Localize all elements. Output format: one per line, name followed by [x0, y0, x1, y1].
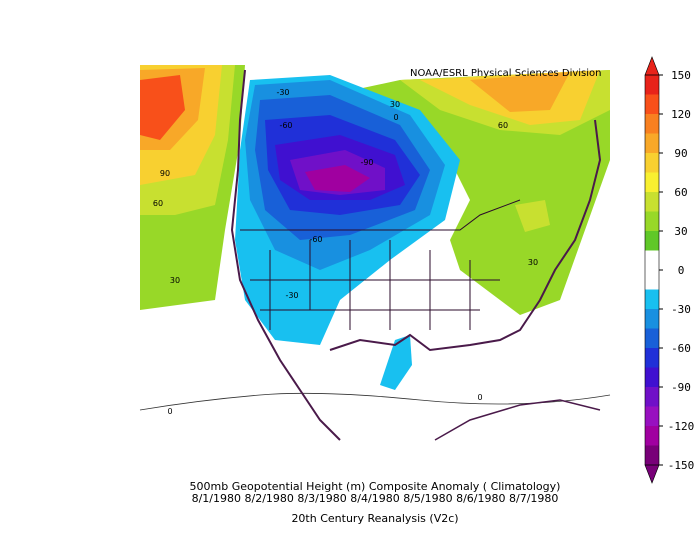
colorbar-tick-label: 90 — [674, 147, 687, 160]
colorbar-tick-label: -120 — [668, 420, 695, 433]
colorbar-segment — [645, 348, 659, 368]
contour-label: -60 — [309, 235, 322, 244]
contour-label: 30 — [390, 100, 400, 109]
colorbar-segment — [645, 153, 659, 173]
colorbar-segment — [645, 289, 659, 310]
contour-label: 0 — [393, 113, 398, 122]
caption-title: 500mb Geopotential Height (m) Composite … — [190, 480, 561, 493]
colorbar-segment — [645, 250, 659, 271]
coastline — [434, 399, 601, 441]
colorbar-segment — [645, 231, 659, 251]
contour-label: 0 — [167, 407, 172, 416]
contour-label: -60 — [279, 121, 292, 130]
coastline — [329, 119, 602, 352]
credit: NOAA/ESRL Physical Sciences Division — [410, 68, 602, 79]
contour-line — [139, 392, 611, 411]
colorbar-tick-label: 120 — [671, 108, 691, 121]
colorbar-segment — [645, 387, 659, 407]
coastline — [230, 69, 341, 441]
colorbar-tick-label: -150 — [668, 459, 695, 472]
colorbar-tick-label: 0 — [678, 264, 685, 277]
colorbar-segment — [645, 114, 659, 134]
colorbar-segment — [645, 75, 659, 95]
map: -30 -60 -90 -60 -30 30 0 60 90 60 30 0 0 30 — [139, 65, 611, 441]
colorbar-tick-label: 150 — [671, 69, 691, 82]
positive-region — [470, 72, 570, 112]
contour-label: 60 — [153, 199, 163, 208]
colorbar-segment — [645, 270, 659, 290]
positive-region — [515, 200, 550, 232]
contour-label: 60 — [498, 121, 508, 130]
contour-label: -30 — [276, 88, 289, 97]
contour-label: -90 — [360, 158, 373, 167]
colorbar-segment — [645, 309, 659, 329]
caption-source: 20th Century Reanalysis (V2c) — [291, 512, 458, 525]
contour-label: -30 — [285, 291, 298, 300]
positive-region — [140, 75, 185, 140]
negative-region — [380, 335, 412, 390]
colorbar-tick-label: -30 — [671, 303, 691, 316]
colorbar: 150 120 90 60 30 0 -30 -60 -90 -120 -150 — [644, 56, 695, 484]
colorbar-arrow-top — [644, 56, 660, 76]
colorbar-tick-label: -60 — [671, 342, 691, 355]
contour-label: 0 — [477, 393, 482, 402]
colorbar-segment — [645, 406, 659, 427]
colorbar-segment — [645, 211, 659, 232]
colorbar-arrow-bottom — [644, 464, 660, 484]
colorbar-segment — [645, 426, 659, 446]
contour-labels: -30 -60 -90 -60 -30 30 0 60 90 60 30 0 0 30 — [153, 88, 538, 416]
colorbar-tick-label: 30 — [674, 225, 687, 238]
contour-label: 30 — [170, 276, 180, 285]
caption-dates: 8/1/1980 8/2/1980 8/3/1980 8/4/1980 8/5/… — [192, 492, 559, 505]
colorbar-segment — [645, 94, 659, 115]
colorbar-segment — [645, 328, 659, 349]
contour-label: 90 — [160, 169, 170, 178]
colorbar-tick-label: 60 — [674, 186, 687, 199]
colorbar-segment — [645, 192, 659, 212]
colorbar-tick-label: -90 — [671, 381, 691, 394]
colorbar-segment — [645, 133, 659, 154]
colorbar-segment — [645, 367, 659, 388]
colorbar-segment — [645, 445, 659, 466]
contour-label: 30 — [528, 258, 538, 267]
state-border — [240, 199, 521, 330]
negative-region — [305, 165, 370, 192]
colorbar-segment — [645, 172, 659, 193]
